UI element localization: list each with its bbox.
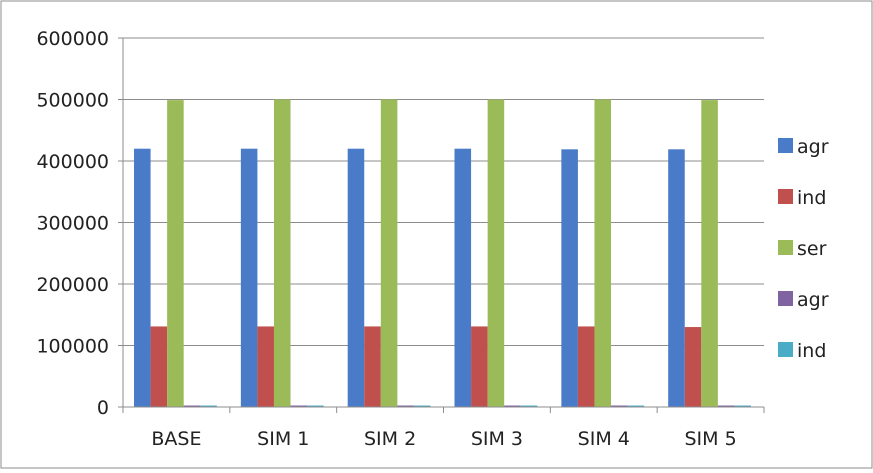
bar [701,100,718,408]
x-tick-label: SIM 2 [364,428,416,450]
bar [290,405,308,407]
legend-label: agr [797,136,829,158]
bar [413,405,431,407]
bar [397,405,414,407]
legend-label: ser [797,238,827,260]
y-tick-label: 0 [97,397,109,419]
bar [627,405,645,407]
bar [380,99,398,407]
axes [118,37,765,413]
bar [167,100,184,408]
legend: agr ind ser agr ind [778,136,829,362]
bar [200,405,217,407]
bar [257,326,274,407]
y-tick-label: 400000 [36,151,109,173]
legend-swatch [778,342,793,357]
bar [487,99,505,407]
bar [684,327,702,407]
y-axis-ticks: 600000 500000 400000 300000 200000 100000 0 [36,28,109,419]
bar [668,149,685,407]
y-tick-label: 200000 [36,274,109,296]
y-tick-label: 300000 [36,213,109,235]
bar [577,326,595,407]
bar [717,405,735,407]
x-tick-label: SIM 3 [471,428,523,450]
bar [611,405,628,407]
bar [150,326,168,407]
x-tick-label: BASE [151,428,201,450]
bar [520,405,538,407]
bar [471,326,488,407]
legend-swatch [778,189,793,204]
bar [734,405,751,407]
x-tick-label: SIM 5 [684,428,736,450]
bar [134,148,151,407]
gridlines [123,37,764,346]
bars [134,99,751,408]
y-tick-label: 100000 [36,336,109,358]
bar [347,148,365,407]
legend-label: agr [797,289,829,311]
bar [307,405,324,407]
bar [364,326,381,407]
bar [454,148,472,407]
bar [594,99,612,407]
x-tick-label: SIM 1 [257,428,309,450]
bar [273,99,291,407]
bar [183,405,201,407]
legend-swatch [778,291,793,306]
y-tick-label: 600000 [36,28,109,50]
legend-label: ind [797,187,826,209]
x-tick-label: SIM 4 [578,428,630,450]
legend-swatch [778,240,793,255]
bar [561,149,578,407]
bar [504,405,521,407]
legend-swatch [778,138,793,153]
bar [240,148,258,407]
legend-label: ind [797,340,826,362]
x-axis-ticks: BASE SIM 1 SIM 2 SIM 3 SIM 4 SIM 5 [151,428,736,450]
y-tick-label: 500000 [36,90,109,112]
